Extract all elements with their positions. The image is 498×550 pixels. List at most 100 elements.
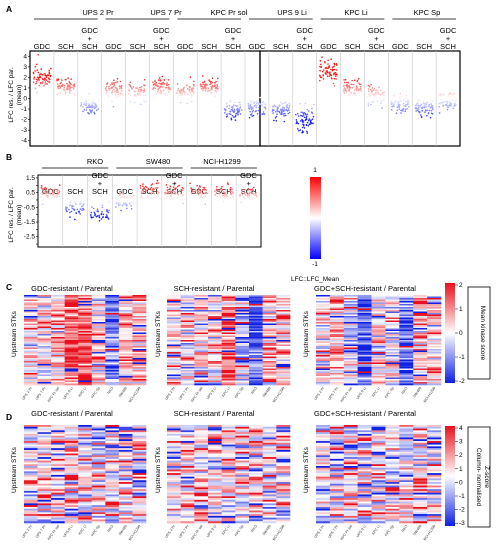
panel-c-heatmap1-cell bbox=[64, 355, 79, 357]
panel-d-heatmap1-cell bbox=[64, 442, 79, 445]
panel-a-dot bbox=[288, 104, 291, 107]
panel-d-heatmap1-cell bbox=[24, 474, 38, 477]
panel-a-dot bbox=[445, 98, 447, 101]
panel-d-heatmap2-cell bbox=[276, 515, 291, 518]
panel-a-dot bbox=[189, 98, 192, 101]
panel-c-heatmap2-cell bbox=[194, 361, 209, 363]
panel-c-heatmap2-cell bbox=[208, 382, 222, 384]
treatment-label-sch-4: SCH bbox=[345, 42, 361, 51]
panel-d-heatmap3-cell bbox=[385, 512, 400, 515]
panel-a-dot bbox=[278, 111, 281, 114]
panel-d-heatmap1-cell bbox=[64, 476, 79, 479]
panel-d-heatmap3-cell bbox=[385, 449, 400, 453]
panel-c-heatmap2-cell bbox=[262, 374, 277, 377]
panel-c-heatmap2-cell bbox=[235, 361, 250, 363]
panel-c-heatmap3-cell bbox=[357, 341, 372, 344]
panel-d-heatmap1-cell bbox=[64, 487, 79, 490]
panel-b-dot bbox=[170, 192, 173, 195]
panel-b-dot bbox=[82, 203, 85, 205]
panel-a-dot bbox=[417, 110, 420, 112]
panel-a-dot bbox=[233, 99, 235, 101]
panel-a-dot bbox=[393, 104, 395, 106]
panel-c-heatmap2-cell bbox=[235, 326, 250, 329]
panel-a-dot bbox=[157, 89, 159, 91]
panel-c-heatmap3-cell bbox=[357, 370, 372, 372]
panel-c-heatmap2-cell bbox=[249, 325, 263, 327]
panel-c-heatmap3-cell bbox=[329, 371, 345, 374]
panel-a-dot bbox=[377, 93, 380, 96]
panel-b-dot bbox=[241, 189, 243, 191]
panel-c-heatmap3-cell bbox=[385, 374, 400, 377]
panel-d-heatmap2-cell bbox=[180, 433, 195, 436]
panel-d-heatmap1-cell bbox=[91, 480, 106, 483]
panel-a-dot bbox=[255, 102, 258, 104]
panel-c-heatmap1-cell bbox=[118, 323, 133, 326]
panel-a-dot bbox=[56, 79, 58, 82]
panel-d-heatmap2-cell bbox=[262, 433, 277, 436]
panel-d-heatmap2-cell bbox=[167, 465, 181, 469]
panel-d-heatmap3-cell bbox=[413, 426, 428, 429]
panel-d-heatmap2-cell bbox=[249, 515, 263, 518]
panel-d-heatmap2-cell bbox=[249, 465, 263, 469]
panel-b-dot bbox=[125, 203, 127, 205]
panel-c-heatmap3-cell bbox=[343, 305, 358, 308]
panel-d-heatmap3-cell bbox=[385, 478, 400, 481]
panel-d-heatmap2-cell bbox=[221, 485, 236, 488]
panel-c-heatmap1-cell bbox=[37, 316, 52, 318]
panel-a-dot bbox=[379, 98, 381, 101]
panel-c-heatmap1-cell bbox=[118, 335, 133, 338]
panel-b-dot bbox=[58, 195, 61, 197]
panel-d-heatmap2-cell bbox=[235, 444, 250, 447]
panel-b-dot bbox=[249, 191, 251, 194]
panel-a-ylabel-line1: LFC res. / LFC par. bbox=[8, 67, 15, 122]
panel-c-heatmap1-cell bbox=[105, 326, 120, 329]
panel-d-heatmap3-cell bbox=[357, 512, 372, 515]
panel-c-heatmap1-cell bbox=[24, 340, 38, 342]
panel-c-heatmap1-cell bbox=[105, 358, 120, 360]
panel-c-heatmap1-cell bbox=[51, 355, 65, 357]
panel-b-dot bbox=[243, 192, 246, 195]
panel-c-heatmap3-cell bbox=[399, 295, 414, 297]
panel-d-heatmap2-cell bbox=[249, 460, 263, 463]
panel-a-ytick-label: -1 bbox=[21, 106, 27, 113]
panel-c-heatmap2-cell bbox=[276, 340, 291, 342]
panel-c-heatmap2-column-label: UPS 7 Pr bbox=[178, 386, 190, 401]
panel-c-heatmap2-cell bbox=[262, 310, 277, 312]
panel-c-heatmap2-cell bbox=[208, 320, 222, 323]
panel-c-heatmap1-cell bbox=[118, 296, 133, 299]
panel-d-heatmap3-cell bbox=[343, 512, 358, 515]
panel-d-heatmap1-cell bbox=[118, 503, 133, 506]
panel-a-dot bbox=[446, 108, 449, 111]
panel-d-heatmap3-cell bbox=[427, 521, 442, 524]
panel-c-heatmap2-cell bbox=[276, 298, 291, 300]
panel-b-dot bbox=[202, 186, 205, 189]
panel-d-heatmap2-cell bbox=[262, 471, 277, 474]
panel-d-heatmap3-cell bbox=[371, 474, 386, 477]
panel-d-heatmap2-cell bbox=[276, 451, 291, 454]
panel-d-heatmap1-cell bbox=[118, 451, 133, 454]
panel-c-heatmap2-cell bbox=[180, 368, 195, 371]
panel-c-heatmap3-cell bbox=[371, 380, 386, 383]
panel-d-heatmap2-cell bbox=[180, 494, 195, 497]
panel-b-dot bbox=[152, 191, 154, 194]
panel-c-heatmap1-cell bbox=[24, 331, 38, 333]
panel-b-dot bbox=[243, 197, 246, 199]
panel-a-dot bbox=[214, 81, 216, 84]
panel-a-dot bbox=[377, 92, 380, 94]
panel-d-heatmap3-cell bbox=[427, 494, 442, 497]
panel-c-heatmap3-cell bbox=[427, 304, 442, 306]
panel-d-heatmap2-cell bbox=[208, 449, 222, 453]
panel-c: C GDC-resistant / Parental SCH-resistant… bbox=[6, 282, 491, 403]
panel-c-heatmap2-cell bbox=[167, 301, 181, 303]
panel-c-heatmap1-cell bbox=[64, 307, 79, 309]
panel-d-heatmap2-cell bbox=[276, 426, 291, 429]
panel-c-heatmap2-cell bbox=[167, 352, 181, 354]
panel-a-dot bbox=[255, 104, 258, 107]
panel-c-heatmap1-cell bbox=[37, 310, 52, 312]
panel-a-dot bbox=[61, 83, 64, 86]
panel-d-heatmap2-cell bbox=[249, 457, 263, 460]
panel-c-heatmap2-column-label: RKO bbox=[250, 386, 258, 395]
panel-d-heatmap2-cell bbox=[180, 485, 195, 488]
panel-a-dot bbox=[407, 98, 409, 101]
panel-a-dot bbox=[304, 102, 307, 104]
